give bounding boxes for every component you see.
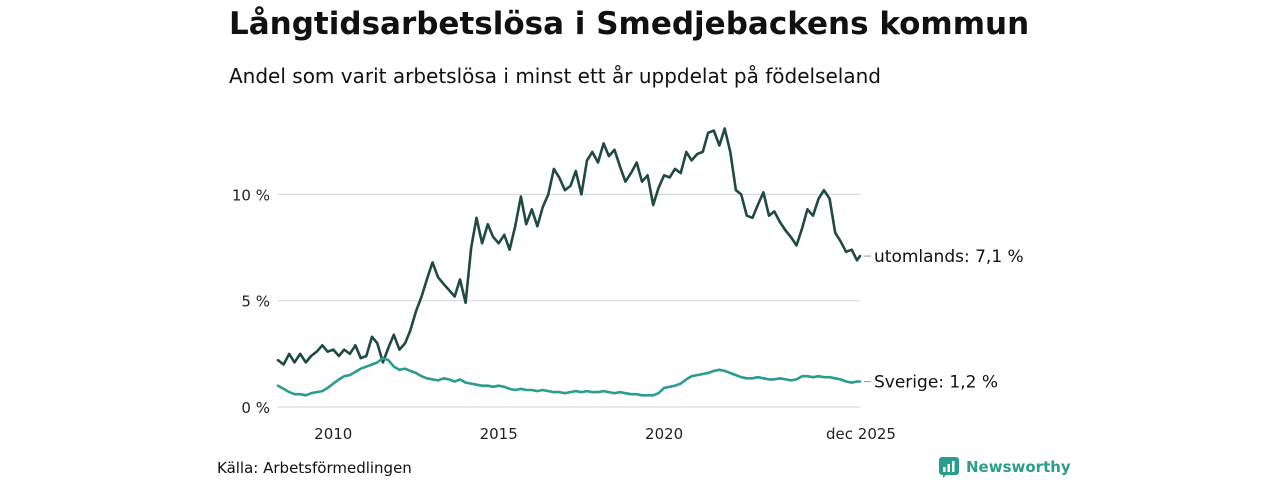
series-line-sverige — [276, 356, 862, 397]
y-tick-label: 0 % — [241, 399, 270, 417]
end-label-sverige: Sverige: 1,2 % — [874, 372, 998, 392]
newsworthy-icon — [939, 457, 959, 478]
x-tick-label: 2020 — [645, 425, 683, 443]
y-tick-label: 5 % — [241, 293, 270, 311]
x-tick-label: 2010 — [314, 425, 352, 443]
end-label-utomlands: utomlands: 7,1 % — [874, 247, 1024, 267]
series-line-utomlands — [276, 127, 862, 366]
chart-subtitle: Andel som varit arbetslösa i minst ett å… — [229, 64, 881, 88]
brand-logo: Newsworthy — [938, 456, 1071, 478]
x-tick-label: 2015 — [480, 425, 518, 443]
chart-title: Långtidsarbetslösa i Smedjebackens kommu… — [229, 6, 1030, 42]
source-note: Källa: Arbetsförmedlingen — [217, 459, 412, 477]
y-tick-label: 10 % — [232, 186, 270, 204]
x-tick-label: dec 2025 — [826, 425, 896, 443]
brand-name: Newsworthy — [966, 458, 1071, 476]
